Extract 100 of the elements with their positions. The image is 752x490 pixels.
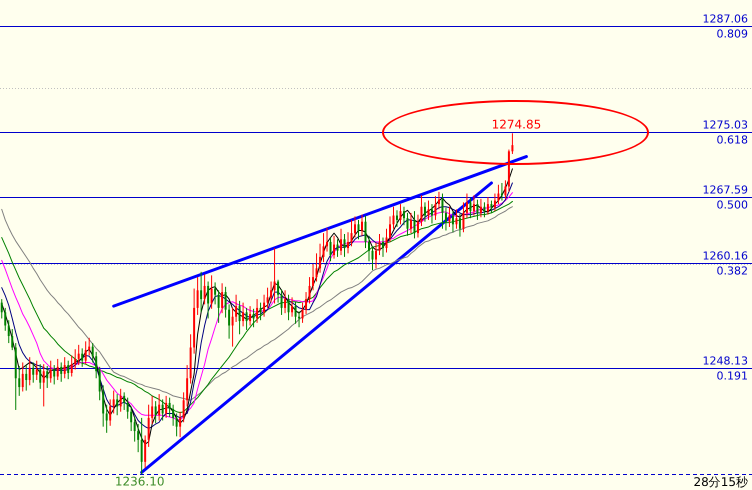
annotation: 0.191	[716, 369, 748, 382]
candlestick	[392, 206, 394, 230]
candlestick	[406, 212, 408, 236]
candlestick	[120, 388, 122, 412]
candlestick	[102, 384, 104, 428]
candlestick	[294, 301, 297, 324]
candlestick	[277, 279, 280, 304]
candlestick	[266, 287, 269, 308]
candlestick	[402, 206, 405, 226]
candlestick	[410, 212, 412, 234]
candlestick	[137, 424, 140, 453]
annotation: 0.809	[716, 27, 748, 40]
candlestick	[413, 210, 416, 239]
candlestick	[340, 228, 342, 256]
candlestick	[81, 348, 84, 368]
candlestick	[486, 196, 489, 216]
candlestick	[4, 307, 6, 332]
annotation: 1274.85	[492, 117, 542, 132]
candlestick	[109, 398, 112, 426]
candlestick	[182, 392, 185, 423]
candlestick	[434, 196, 436, 220]
candlestick	[448, 206, 450, 228]
candlestick	[242, 302, 244, 327]
candlestick	[322, 232, 325, 263]
candlestick	[372, 246, 374, 271]
candlestick	[204, 274, 206, 305]
candlestick	[511, 132, 514, 154]
candlestick	[308, 276, 311, 304]
candlestick	[336, 238, 339, 258]
candlestick	[462, 202, 464, 233]
candlestick	[126, 397, 129, 420]
candlestick	[140, 417, 143, 475]
candlestick	[151, 395, 154, 425]
candlestick	[388, 216, 391, 242]
candlestick	[64, 356, 66, 379]
candlestick	[444, 207, 447, 231]
candlestick	[18, 365, 20, 396]
candlestick	[326, 227, 328, 252]
candlestick	[207, 281, 210, 319]
candlestick	[494, 193, 496, 212]
ref-line-label: 1267.59	[702, 183, 748, 196]
annotation: 0.382	[716, 264, 748, 278]
candlestick	[274, 248, 276, 304]
annotation: 0.618	[716, 133, 748, 146]
candlestick	[224, 286, 227, 318]
candlestick	[32, 362, 34, 384]
candlestick	[382, 237, 384, 258]
candlestick	[361, 214, 364, 236]
candlestick	[221, 282, 224, 314]
candlestick	[186, 364, 188, 407]
candlestick	[396, 210, 398, 228]
candlestick	[430, 204, 433, 224]
candlestick	[330, 237, 332, 262]
candlestick	[458, 213, 461, 238]
candlestick	[25, 364, 28, 392]
candlestick	[46, 365, 48, 388]
candlestick	[134, 416, 136, 442]
candlestick	[472, 194, 475, 216]
candlestick	[106, 404, 108, 434]
candlestick	[218, 290, 220, 324]
candlestick	[455, 208, 458, 230]
candlestick	[350, 219, 353, 247]
candlestick	[500, 182, 503, 202]
candlestick	[130, 406, 132, 432]
candlestick	[98, 366, 101, 401]
candlestick	[28, 356, 31, 386]
ref-line-label: 1260.16	[702, 249, 748, 262]
candlestick	[438, 191, 440, 210]
candlestick	[284, 290, 286, 314]
candlestick	[235, 294, 238, 322]
candlestick	[252, 308, 255, 328]
candlestick	[123, 392, 126, 410]
candlestick	[60, 362, 62, 382]
candlestick	[22, 362, 24, 392]
candlestick	[214, 282, 216, 305]
candlestick	[50, 360, 52, 384]
candlestick	[504, 180, 506, 200]
candlestick	[42, 364, 45, 407]
candlestick	[420, 194, 422, 227]
candlestick	[112, 390, 115, 414]
candlestick	[399, 204, 402, 225]
candlestick	[53, 364, 56, 385]
candlestick	[424, 202, 426, 222]
candlestick	[70, 354, 73, 378]
candlestick	[466, 193, 468, 219]
annotation: 1236.10	[114, 474, 164, 488]
candlestick	[291, 296, 294, 318]
candlestick	[238, 300, 241, 335]
candlestick	[416, 214, 419, 238]
candlestick	[84, 340, 87, 365]
candlestick	[302, 302, 304, 324]
candlestick	[358, 219, 360, 240]
candlestick	[316, 252, 318, 282]
candlestick	[427, 200, 430, 220]
candlestick	[378, 234, 380, 256]
candlestick	[0, 298, 3, 319]
candlestick	[354, 216, 356, 238]
candlestick	[298, 310, 300, 328]
candlestick	[200, 271, 202, 313]
candlestick	[179, 411, 182, 438]
